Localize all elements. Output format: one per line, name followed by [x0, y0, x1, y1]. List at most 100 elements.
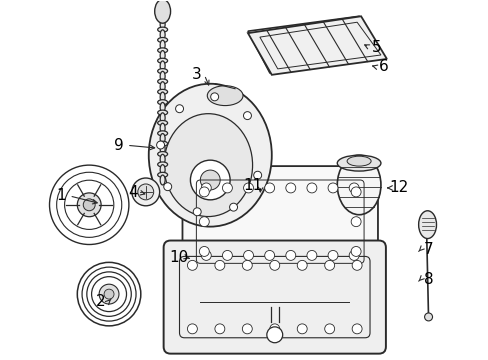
Ellipse shape [157, 27, 167, 32]
Ellipse shape [337, 155, 380, 215]
Circle shape [163, 183, 171, 191]
FancyBboxPatch shape [182, 166, 377, 277]
Ellipse shape [160, 92, 165, 102]
Circle shape [222, 251, 232, 260]
Polygon shape [247, 16, 386, 75]
Ellipse shape [157, 17, 167, 22]
Circle shape [348, 251, 358, 260]
Ellipse shape [160, 40, 165, 50]
Circle shape [269, 260, 279, 270]
Circle shape [264, 183, 274, 193]
Circle shape [351, 260, 361, 270]
Ellipse shape [163, 114, 252, 217]
Ellipse shape [160, 82, 165, 92]
Text: 10: 10 [168, 250, 188, 265]
Circle shape [285, 251, 295, 260]
Text: 8: 8 [423, 272, 432, 287]
Circle shape [199, 217, 209, 227]
Ellipse shape [337, 155, 380, 171]
Ellipse shape [157, 100, 167, 105]
Ellipse shape [160, 175, 165, 185]
Circle shape [253, 171, 261, 179]
Ellipse shape [157, 141, 167, 146]
Circle shape [269, 324, 279, 334]
Ellipse shape [160, 134, 165, 144]
Ellipse shape [154, 0, 170, 23]
Ellipse shape [157, 58, 167, 63]
Text: 7: 7 [423, 242, 432, 257]
Ellipse shape [157, 110, 167, 115]
Ellipse shape [138, 184, 153, 200]
Circle shape [264, 251, 274, 260]
Polygon shape [247, 16, 383, 73]
Circle shape [210, 93, 218, 101]
Circle shape [242, 260, 252, 270]
Ellipse shape [148, 84, 271, 227]
Circle shape [214, 324, 224, 334]
Circle shape [243, 183, 253, 193]
Ellipse shape [418, 211, 436, 239]
Ellipse shape [157, 131, 167, 136]
Circle shape [187, 260, 197, 270]
Ellipse shape [424, 313, 432, 321]
Ellipse shape [160, 154, 165, 164]
Ellipse shape [132, 178, 160, 206]
Ellipse shape [160, 165, 165, 175]
Ellipse shape [99, 284, 119, 304]
Circle shape [285, 183, 295, 193]
Circle shape [266, 327, 282, 343]
Ellipse shape [160, 51, 165, 60]
Circle shape [324, 260, 334, 270]
Ellipse shape [157, 69, 167, 73]
Circle shape [199, 187, 209, 197]
Circle shape [348, 183, 358, 193]
Ellipse shape [104, 289, 114, 299]
FancyBboxPatch shape [163, 240, 385, 354]
Ellipse shape [207, 86, 243, 105]
Circle shape [199, 247, 209, 256]
Circle shape [327, 251, 337, 260]
Text: 11: 11 [243, 179, 262, 193]
Ellipse shape [157, 89, 167, 94]
Circle shape [242, 324, 252, 334]
Circle shape [350, 247, 360, 256]
Ellipse shape [190, 160, 230, 200]
Ellipse shape [157, 37, 167, 42]
Ellipse shape [160, 71, 165, 81]
Circle shape [201, 251, 211, 260]
Circle shape [351, 324, 361, 334]
Text: 1: 1 [57, 188, 66, 203]
Ellipse shape [157, 152, 167, 157]
Ellipse shape [200, 170, 220, 190]
Text: 4: 4 [128, 185, 138, 201]
Circle shape [156, 141, 164, 149]
Circle shape [222, 183, 232, 193]
Text: 12: 12 [388, 180, 407, 195]
Ellipse shape [157, 121, 167, 125]
Text: 9: 9 [114, 138, 123, 153]
Circle shape [350, 217, 360, 227]
Ellipse shape [157, 48, 167, 53]
Ellipse shape [346, 156, 370, 166]
Ellipse shape [160, 123, 165, 133]
Ellipse shape [160, 19, 165, 30]
Ellipse shape [160, 113, 165, 123]
Ellipse shape [160, 61, 165, 71]
Circle shape [327, 183, 337, 193]
Circle shape [306, 251, 316, 260]
Circle shape [243, 251, 253, 260]
Circle shape [297, 260, 306, 270]
Circle shape [243, 112, 251, 120]
Circle shape [175, 105, 183, 113]
Circle shape [306, 183, 316, 193]
Ellipse shape [157, 162, 167, 167]
Circle shape [297, 324, 306, 334]
Ellipse shape [77, 193, 101, 217]
Circle shape [229, 203, 237, 211]
Text: 2: 2 [96, 293, 106, 309]
Circle shape [193, 208, 201, 216]
Ellipse shape [160, 103, 165, 112]
Text: 3: 3 [191, 67, 201, 82]
Circle shape [324, 324, 334, 334]
Text: 5: 5 [371, 40, 381, 54]
